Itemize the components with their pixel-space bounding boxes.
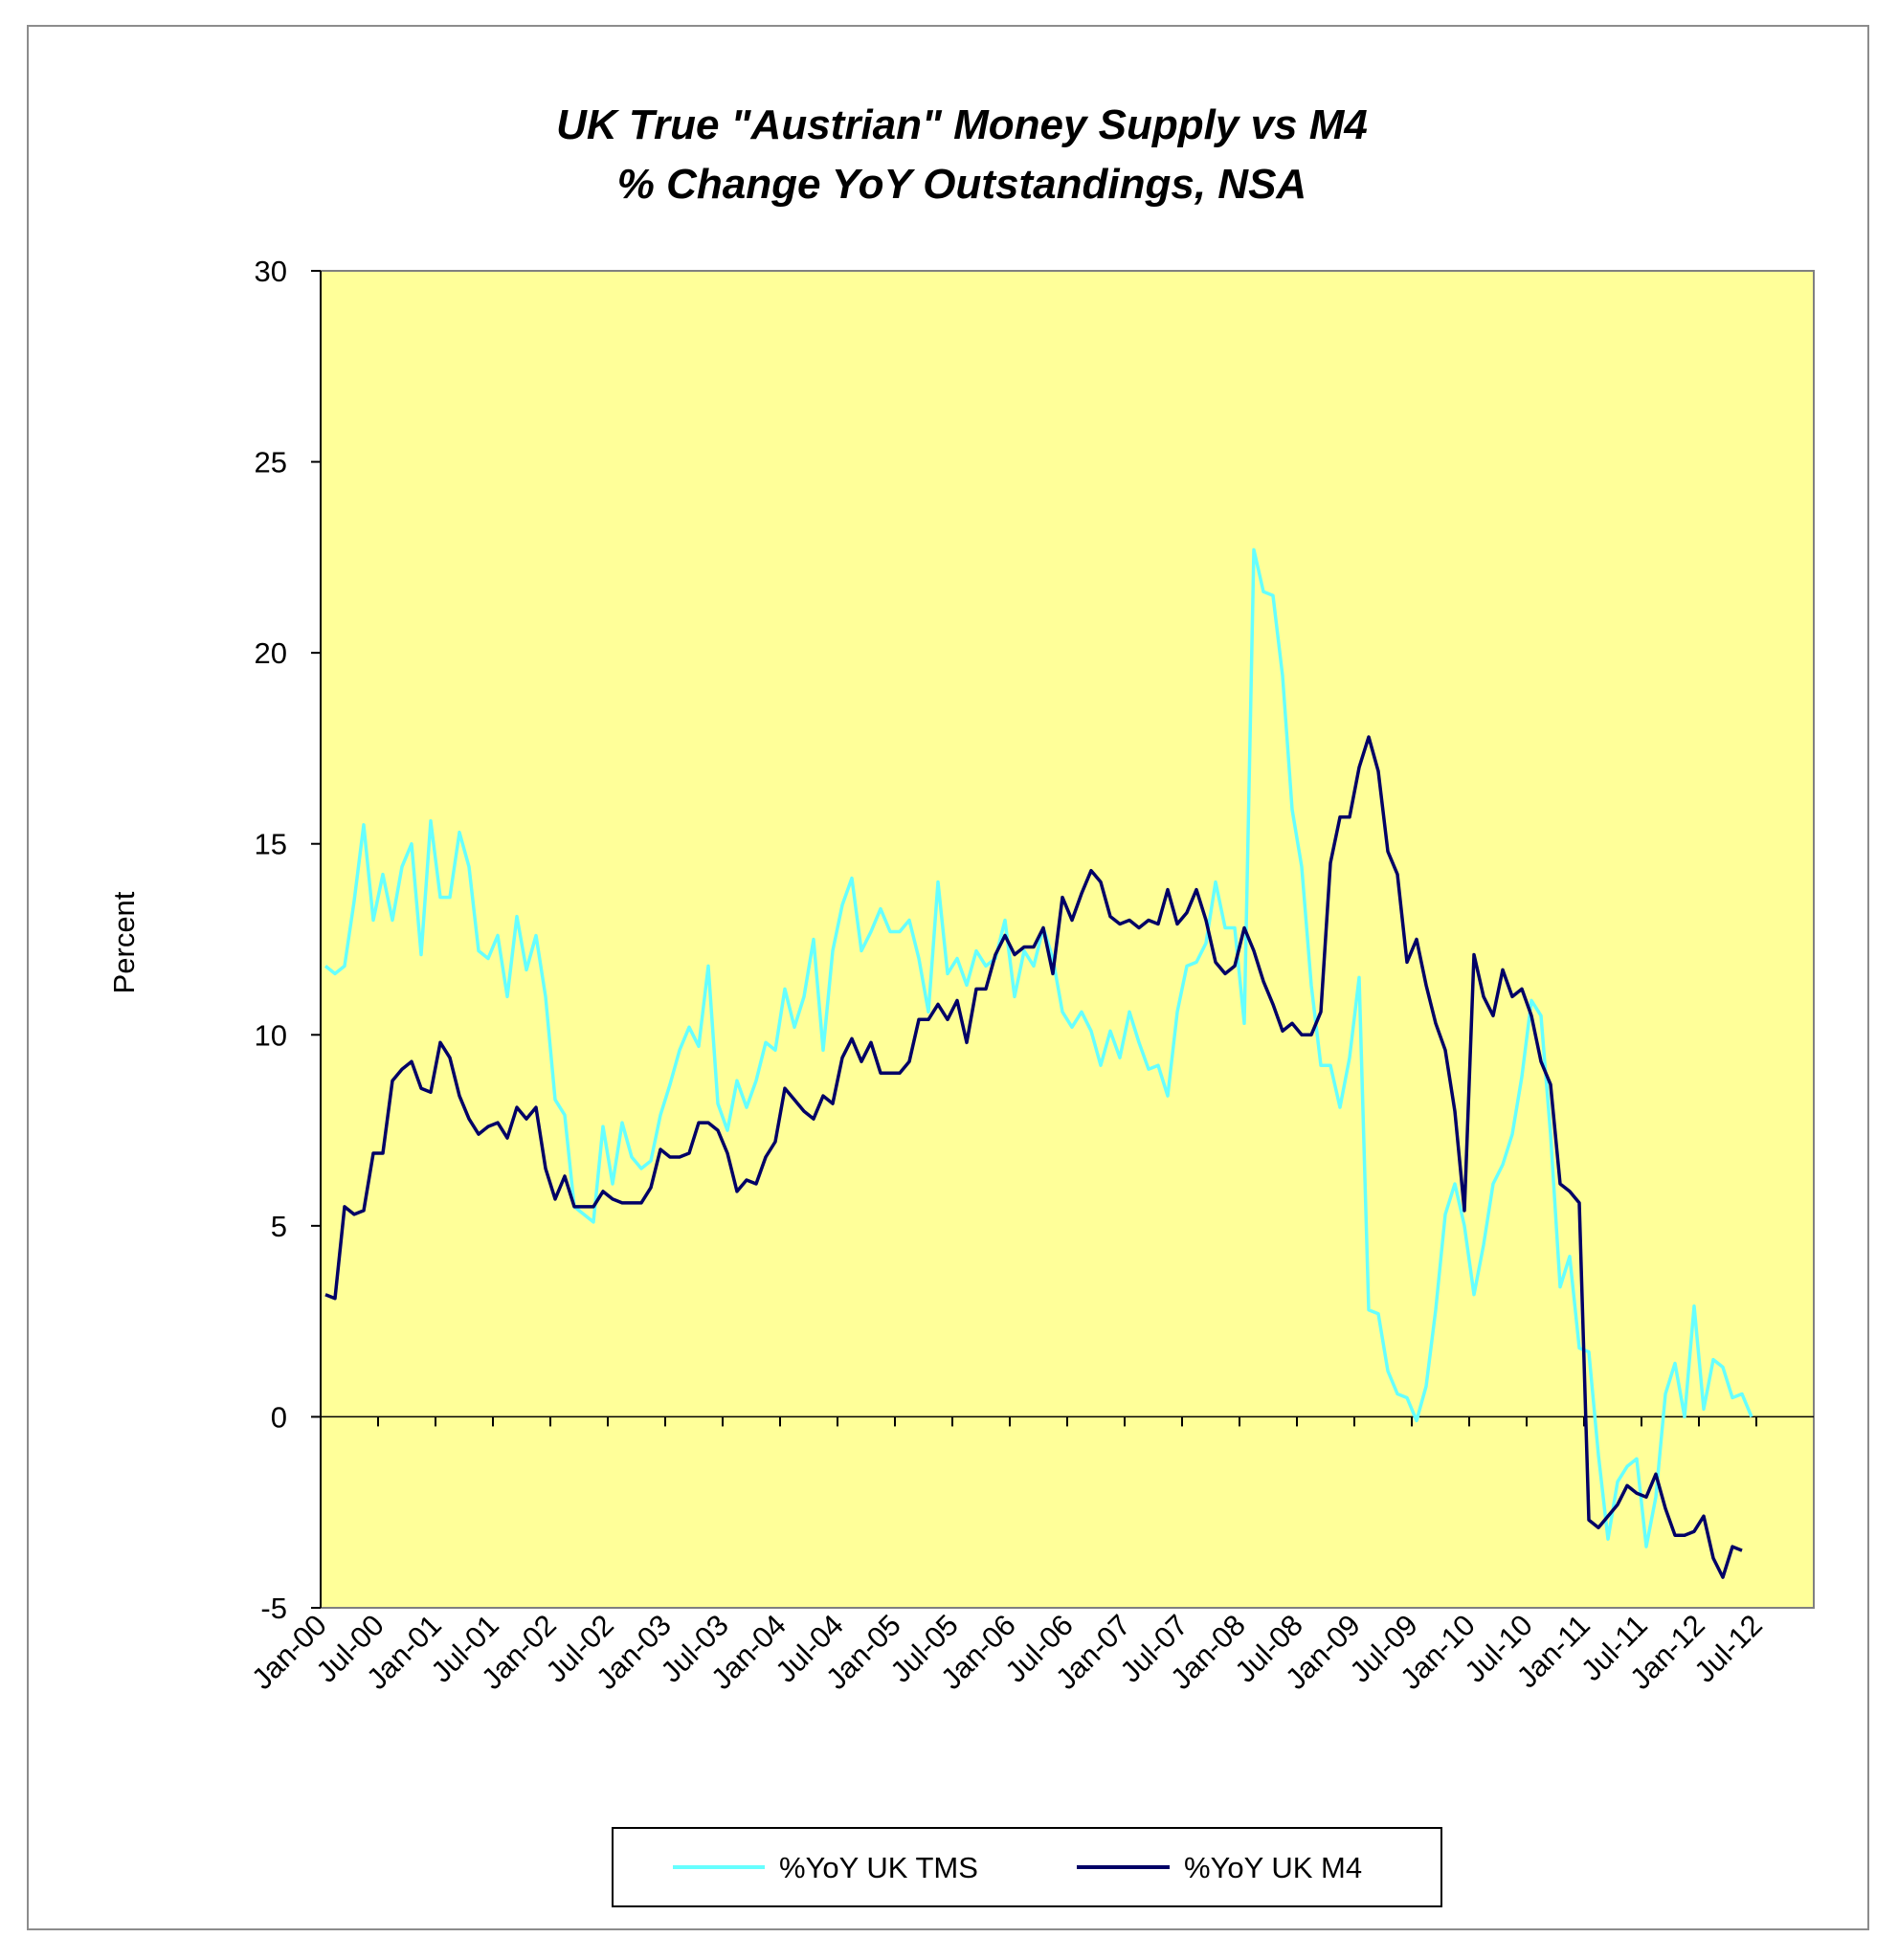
y-axis-label: Percent <box>107 891 141 993</box>
y-tick-label: 20 <box>255 636 287 670</box>
y-tick-label: 5 <box>271 1210 287 1243</box>
series-line-tms <box>324 547 1753 1548</box>
x-tick-label: Jul-12 <box>1687 1608 1768 1688</box>
plot-area <box>320 270 1815 1609</box>
chart-title: UK True "Austrian" Money Supply vs M4 <box>556 101 1368 148</box>
legend: %YoY UK TMS %YoY UK M4 <box>612 1827 1442 1907</box>
legend-label-m4: %YoY UK M4 <box>1184 1851 1362 1884</box>
y-tick-label: 10 <box>255 1018 287 1052</box>
x-tick-label: Jan-00 <box>245 1608 333 1696</box>
y-tick-label: 0 <box>271 1400 287 1434</box>
series-lines <box>324 547 1753 1579</box>
legend-label-tms: %YoY UK TMS <box>779 1851 978 1884</box>
y-tick-label: 30 <box>255 255 287 288</box>
series-line-m4 <box>324 735 1743 1579</box>
y-tick-label: -5 <box>260 1592 287 1625</box>
y-tick-label: 25 <box>255 446 287 479</box>
chart-subtitle: % Change YoY Outstandings, NSA <box>617 161 1306 208</box>
y-tick-label: 15 <box>255 828 287 861</box>
y-axis-ticks: 30 25 20 15 10 5 0 -5 <box>255 255 321 1625</box>
